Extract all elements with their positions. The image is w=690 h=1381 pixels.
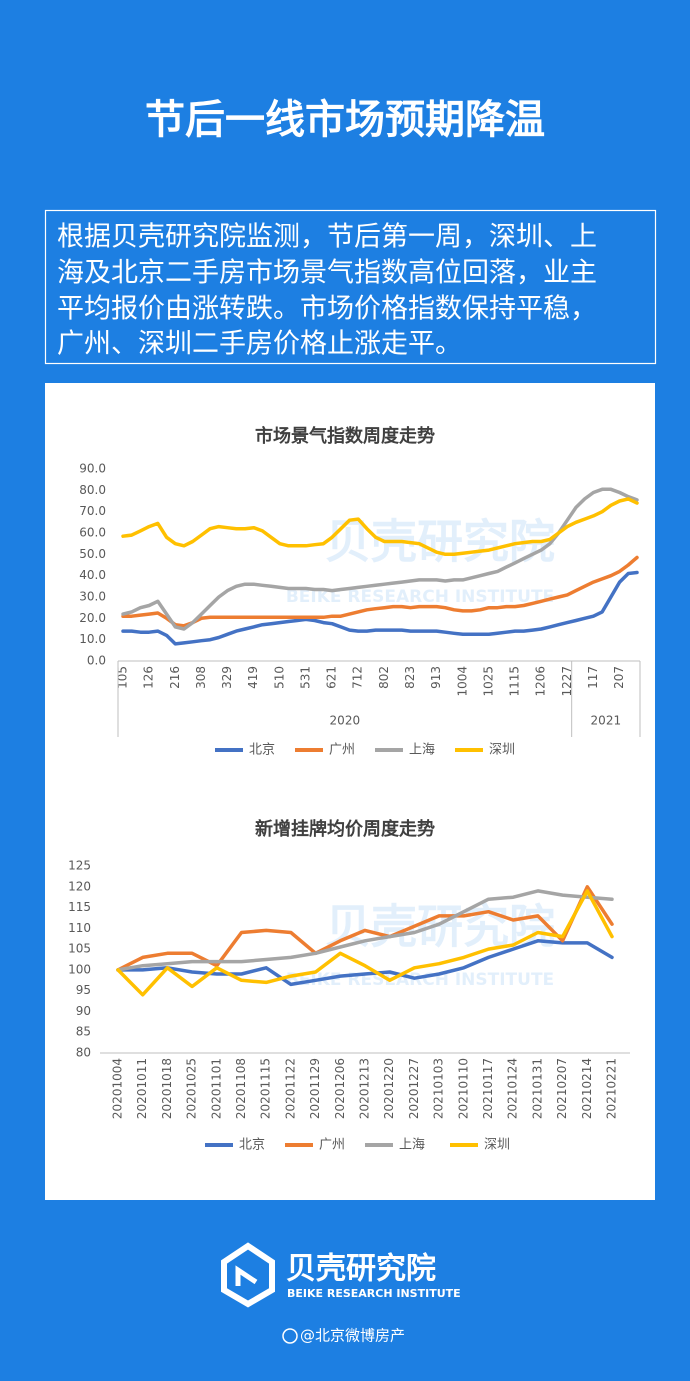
x-tick-label: 329 — [220, 666, 234, 689]
weibo-icon — [282, 1328, 298, 1344]
x-tick-label: 419 — [246, 666, 260, 689]
brand-name: 贝壳研究院 — [286, 1252, 436, 1287]
chart-title: 新增挂牌均价周度走势 — [255, 818, 435, 840]
summary-line: 海及北京二手房市场景气指数高位回落，业主 — [57, 258, 597, 289]
y-tick-label: 125 — [68, 859, 91, 873]
series-line — [121, 570, 639, 646]
series-line — [121, 487, 639, 631]
x-tick-label: 20210103 — [432, 1058, 446, 1119]
legend-label: 北京 — [249, 743, 275, 758]
x-tick-label: 20210214 — [580, 1058, 594, 1119]
legend-label: 上海 — [409, 743, 435, 758]
x-tick-label: 20201115 — [259, 1058, 273, 1119]
y-tick-label: 100 — [68, 962, 91, 976]
y-tick-label: 50.0 — [79, 547, 106, 561]
y-tick-label: 115 — [68, 900, 91, 914]
summary-line: 根据贝壳研究院监测，节后第一周，深圳、上 — [57, 222, 597, 253]
x-tick-label: 20210117 — [481, 1058, 495, 1119]
x-tick-label: 20201004 — [111, 1058, 125, 1119]
x-tick-label: 1115 — [508, 666, 522, 697]
x-tick-label: 216 — [168, 666, 182, 689]
legend-label: 北京 — [239, 1138, 265, 1153]
y-tick-label: 40.0 — [79, 568, 106, 582]
y-tick-label: 80.0 — [79, 483, 106, 497]
x-tick-label: 1004 — [455, 666, 469, 697]
page-title: 节后一线市场预期降温 — [145, 97, 545, 143]
x-tick-label: 20201206 — [333, 1058, 347, 1119]
x-tick-label: 20201108 — [234, 1058, 248, 1119]
brand-name-en: BEIKE RESEARCH INSTITUTE — [287, 1287, 461, 1300]
x-group-label: 2021 — [591, 714, 622, 728]
y-tick-label: 110 — [68, 921, 91, 935]
y-tick-label: 120 — [68, 879, 91, 893]
x-tick-label: 20210131 — [530, 1058, 544, 1119]
x-tick-label: 1025 — [481, 666, 495, 697]
series-line — [121, 555, 639, 628]
legend-label: 上海 — [399, 1138, 425, 1153]
x-tick-label: 308 — [194, 666, 208, 689]
legend-label: 深圳 — [484, 1138, 510, 1153]
x-tick-label: 20201011 — [135, 1058, 149, 1119]
series-line — [116, 889, 614, 997]
x-tick-label: 20201122 — [283, 1058, 297, 1119]
x-tick-label: 20210110 — [456, 1058, 470, 1119]
logo-icon-inner — [235, 1265, 258, 1286]
x-tick-label: 20201101 — [209, 1058, 223, 1119]
y-tick-label: 20.0 — [79, 611, 106, 625]
x-tick-label: 913 — [429, 666, 443, 689]
x-tick-label: 20210221 — [605, 1058, 619, 1119]
y-tick-label: 70.0 — [79, 504, 106, 518]
x-tick-label: 20201018 — [160, 1058, 174, 1119]
x-tick-label: 20201129 — [308, 1058, 322, 1119]
x-tick-label: 802 — [377, 666, 391, 689]
x-tick-label: 207 — [612, 666, 626, 689]
y-tick-label: 85 — [76, 1025, 91, 1039]
watermark: 贝壳研究院 BEIKE RESEARCH INSTITUTE 贝壳研究院 BEI… — [286, 515, 555, 991]
footer-handle: @北京微博房产 — [300, 1327, 405, 1345]
y-tick-label: 30.0 — [79, 590, 106, 604]
x-tick-label: 712 — [351, 666, 365, 689]
series-line — [116, 939, 614, 987]
x-tick-label: 20201220 — [382, 1058, 396, 1119]
x-tick-label: 1227 — [560, 666, 574, 697]
series-line — [116, 885, 614, 972]
y-tick-label: 10.0 — [79, 632, 106, 646]
summary-line: 广州、深圳二手房价格止涨走平。 — [57, 329, 462, 360]
logo-icon — [221, 1242, 275, 1308]
summary-line: 平均报价由涨转跌。市场价格指数保持平稳， — [57, 294, 597, 325]
x-tick-label: 531 — [298, 666, 312, 689]
x-tick-label: 823 — [403, 666, 417, 689]
legend-label: 广州 — [319, 1138, 345, 1153]
series-line — [116, 889, 614, 972]
summary-box — [44, 209, 657, 365]
y-tick-label: 60.0 — [79, 526, 106, 540]
y-tick-label: 95 — [76, 983, 91, 997]
x-tick-label: 20210124 — [506, 1058, 520, 1119]
y-tick-label: 105 — [68, 942, 91, 956]
series-line — [121, 497, 639, 557]
x-tick-label: 117 — [586, 666, 600, 689]
x-tick-label: 20201213 — [358, 1058, 372, 1119]
chart-title: 市场景气指数周度走势 — [255, 425, 435, 447]
x-tick-label: 621 — [325, 666, 339, 689]
x-tick-label: 1206 — [534, 666, 548, 697]
x-tick-label: 20201025 — [185, 1058, 199, 1119]
brand-logo: 贝壳研究院 BEIKE RESEARCH INSTITUTE — [221, 1242, 461, 1308]
x-tick-label: 126 — [142, 666, 156, 689]
legend-label: 广州 — [329, 743, 355, 758]
x-tick-label: 20210207 — [555, 1058, 569, 1119]
y-tick-label: 80 — [76, 1046, 91, 1060]
x-tick-label: 20201227 — [407, 1058, 421, 1119]
y-tick-label: 90 — [76, 1004, 91, 1018]
y-tick-label: 0.0 — [87, 654, 106, 668]
x-tick-label: 105 — [116, 666, 130, 689]
x-group-label: 2020 — [330, 714, 361, 728]
legend-label: 深圳 — [489, 743, 515, 758]
watermark-subtitle: BEIKE RESEARCH INSTITUTE — [286, 587, 554, 607]
x-tick-label: 510 — [272, 666, 286, 689]
y-tick-label: 90.0 — [79, 462, 106, 476]
